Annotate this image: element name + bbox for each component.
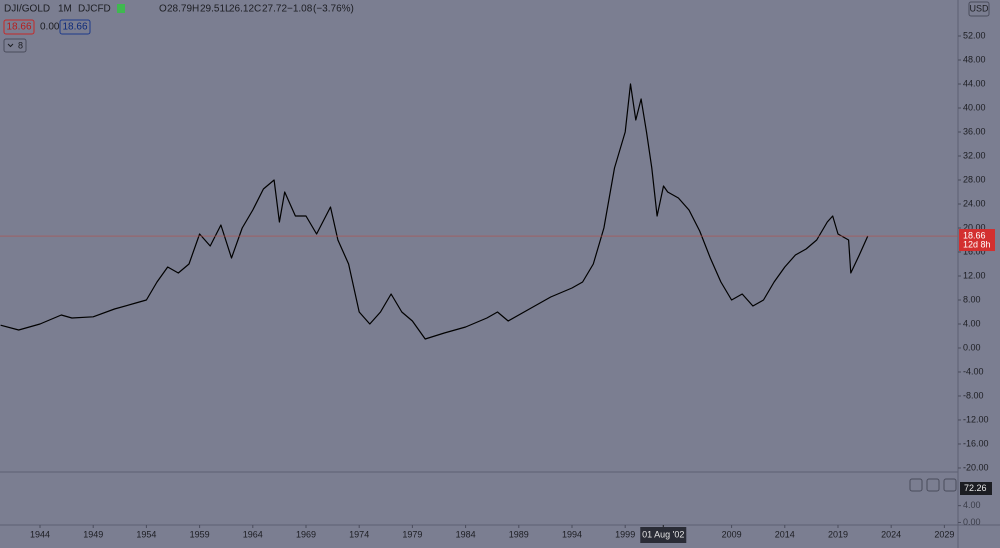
- x-tick-label: 1964: [243, 529, 263, 539]
- y-tick-label: 40.00: [963, 102, 986, 112]
- low-label: L: [225, 4, 231, 15]
- x-tick-label: 1979: [402, 529, 422, 539]
- y-tick-label: -12.00: [963, 414, 989, 424]
- y-tick-label: 4.00: [963, 318, 981, 328]
- high-label: H: [192, 4, 199, 15]
- x-tick-label: 1954: [136, 529, 156, 539]
- x-tick-label: 1994: [562, 529, 582, 539]
- change-pct: (−3.76%): [313, 4, 354, 15]
- last-price-label: 18.66: [963, 230, 986, 240]
- sell-button[interactable]: [3, 19, 35, 35]
- lower-y-tick-label: 0.00: [963, 517, 981, 527]
- pane-up-button[interactable]: [909, 478, 923, 492]
- close: 27.72: [262, 4, 287, 15]
- y-tick-label: 52.00: [963, 30, 986, 40]
- y-tick-label: -8.00: [963, 390, 984, 400]
- crosshair-box: [640, 527, 687, 543]
- x-tick-label: 2029: [934, 529, 954, 539]
- x-tick-label: 1999: [615, 529, 635, 539]
- symbol[interactable]: DJI/GOLD: [4, 4, 50, 15]
- x-tick-label: 2009: [722, 529, 742, 539]
- x-tick-label: 2024: [881, 529, 901, 539]
- y-tick-label: 12.00: [963, 270, 986, 280]
- open: 28.79: [167, 4, 192, 15]
- crosshair-label: 01 Aug '02: [642, 529, 684, 539]
- interval[interactable]: 1M: [58, 4, 72, 15]
- lower-current-label: 72.26: [964, 483, 987, 493]
- y-tick-label: -16.00: [963, 438, 989, 448]
- y-tick-label: 44.00: [963, 78, 986, 88]
- currency-button[interactable]: [968, 1, 990, 17]
- last-price-box: [959, 229, 995, 252]
- x-tick-label: 2014: [775, 529, 795, 539]
- y-tick-label: 24.00: [963, 198, 986, 208]
- lower-current-box: [960, 482, 992, 495]
- spread: 0.00: [40, 22, 60, 33]
- x-tick-label: 1989: [509, 529, 529, 539]
- market-flag: [117, 4, 125, 13]
- y-tick-label: -20.00: [963, 462, 989, 472]
- low: 26.12: [229, 4, 254, 15]
- close-label: C: [254, 4, 261, 15]
- chevron-icon: [7, 43, 14, 48]
- x-tick-label: 1969: [296, 529, 316, 539]
- y-tick-label: -4.00: [963, 366, 984, 376]
- pane-close-button[interactable]: [926, 478, 940, 492]
- high: 29.51: [200, 4, 225, 15]
- x-tick-label: 1949: [83, 529, 103, 539]
- lower-y-tick-label: 4.00: [963, 500, 981, 510]
- buy-price[interactable]: 18.66: [62, 22, 87, 33]
- indicators-count[interactable]: 8: [18, 40, 23, 50]
- exchange[interactable]: DJCFD: [78, 4, 111, 15]
- x-tick-label: 1984: [456, 529, 476, 539]
- y-tick-label: 20.00: [963, 222, 986, 232]
- buy-button[interactable]: [59, 19, 91, 35]
- y-tick-label: 8.00: [963, 294, 981, 304]
- pane-maximize-button[interactable]: [943, 478, 957, 492]
- y-tick-label: 48.00: [963, 54, 986, 64]
- y-tick-label: 0.00: [963, 342, 981, 352]
- open-label: O: [159, 4, 167, 15]
- x-tick-label: 2019: [828, 529, 848, 539]
- x-tick-label: 1959: [190, 529, 210, 539]
- currency[interactable]: USD: [969, 3, 989, 13]
- y-tick-label: 28.00: [963, 174, 986, 184]
- x-tick-label: 1974: [349, 529, 369, 539]
- sell-price[interactable]: 18.66: [6, 22, 31, 33]
- change: −1.08: [287, 4, 313, 15]
- price-line: [0, 83, 869, 340]
- countdown: 12d 8h: [963, 239, 991, 249]
- y-tick-label: 16.00: [963, 246, 986, 256]
- y-tick-label: 32.00: [963, 150, 986, 160]
- y-tick-label: 36.00: [963, 126, 986, 136]
- x-tick-label: 1944: [30, 529, 50, 539]
- indicators-toggle[interactable]: [3, 38, 27, 53]
